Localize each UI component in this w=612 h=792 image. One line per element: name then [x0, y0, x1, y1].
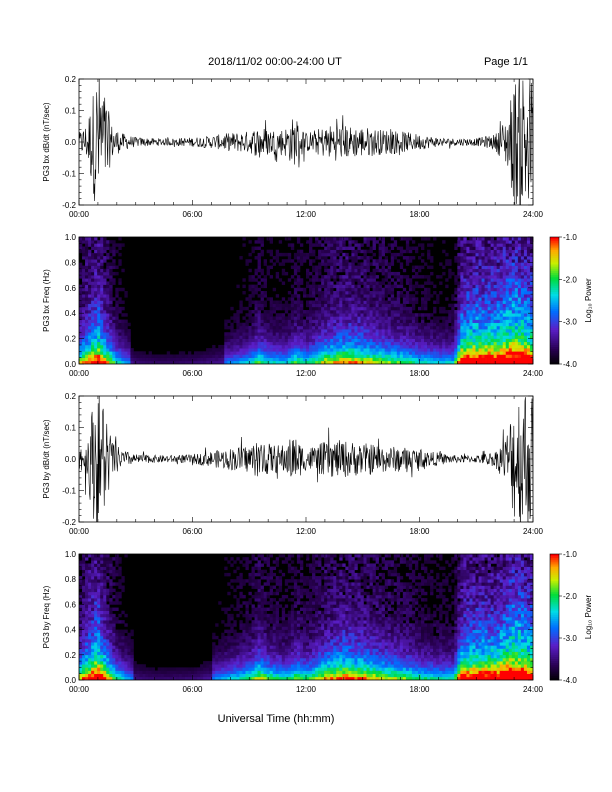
page-number: Page 1/1	[484, 56, 528, 68]
x-tick-label: 12:00	[296, 369, 317, 378]
heatmap-cells	[79, 237, 533, 364]
panel-3: 00:00 06:00 12:00 18:00 24:00 -0.2 -0.1 0.0 0.1 0…	[42, 392, 544, 536]
x-tick-label: 00:00	[69, 527, 90, 536]
waveform	[79, 79, 533, 205]
x-tick-label: 06:00	[182, 527, 203, 536]
x-tick-label: 12:00	[296, 527, 317, 536]
y-tick-label: 0.8	[65, 575, 77, 584]
x-tick-label: 00:00	[69, 369, 90, 378]
colorbar-tick-label: -2.0	[563, 592, 577, 601]
y-tick-label: 0.2	[65, 651, 77, 660]
y-tick-label: 0.0	[65, 360, 77, 369]
colorbar: -1.0 -2.0 -3.0 -4.0 Log₁₀ Power	[549, 233, 593, 369]
panel-2: -1.0 -2.0 -3.0 -4.0 Log₁₀ Power 00:00 06:00 12:…	[42, 233, 593, 378]
x-tick-label: 24:00	[523, 527, 544, 536]
y-tick-label: 0.0	[65, 676, 77, 685]
x-tick-label: 12:00	[296, 685, 317, 694]
x-tick-label: 18:00	[409, 210, 430, 219]
x-tick-label: 06:00	[182, 210, 203, 219]
y-tick-label: 0.8	[65, 258, 77, 267]
x-tick-label: 06:00	[182, 685, 203, 694]
y-tick-label: -0.2	[62, 201, 76, 210]
panel-1: 00:00 06:00 12:00 18:00 24:00 -0.2 -0.1 0.0 0.1 0…	[42, 75, 544, 219]
x-axis-label: Universal Time (hh:mm)	[218, 713, 335, 725]
y-tick-label: 0.2	[65, 335, 77, 344]
y-tick-label: 1.0	[65, 233, 77, 242]
x-tick-label: 18:00	[409, 527, 430, 536]
y-tick-label: 0.2	[65, 75, 77, 84]
waveform	[79, 396, 533, 522]
y-tick-label: -0.1	[62, 487, 76, 496]
x-tick-label: 24:00	[523, 210, 544, 219]
colorbar: -1.0 -2.0 -3.0 -4.0 Log₁₀ Power	[549, 550, 593, 685]
heatmap-cells	[79, 554, 533, 680]
x-tick-label: 00:00	[69, 685, 90, 694]
colorbar-tick-label: -2.0	[563, 275, 577, 284]
colorbar-frame	[549, 236, 560, 365]
colorbar-tick-label: -4.0	[563, 360, 577, 369]
x-tick-label: 24:00	[523, 685, 544, 694]
colorbar-tick-label: -1.0	[563, 233, 577, 242]
panels: 00:00 06:00 12:00 18:00 24:00 -0.2 -0.1 0.0 0.1 0…	[42, 75, 593, 694]
plot-frame	[78, 395, 534, 523]
figure-title: 2018/11/02 00:00-24:00 UT	[208, 56, 342, 68]
x-tick-label: 12:00	[296, 210, 317, 219]
y-tick-label: 1.0	[65, 550, 77, 559]
x-tick-label: 06:00	[182, 369, 203, 378]
y-tick-label: 0.1	[65, 424, 77, 433]
y-tick-label: 0.0	[65, 138, 77, 147]
colorbar-frame	[549, 553, 560, 681]
y-tick-label: 0.2	[65, 392, 77, 401]
x-tick-label: 18:00	[409, 685, 430, 694]
colorbar-tick-label: -3.0	[563, 318, 577, 327]
series-line	[79, 396, 533, 522]
y-tick-label: -0.1	[62, 170, 76, 179]
y-tick-label: 0.6	[65, 284, 77, 293]
y-tick-label: 0.4	[65, 626, 77, 635]
x-tick-label: 24:00	[523, 369, 544, 378]
colorbar-label: Log₁₀ Power	[584, 595, 593, 640]
y-tick-label: 0.0	[65, 455, 77, 464]
colorbar-tick-label: -1.0	[563, 550, 577, 559]
colorbar-tick-label: -4.0	[563, 676, 577, 685]
y-tick-label: -0.2	[62, 518, 76, 527]
colorbar-label: Log₁₀ Power	[584, 278, 593, 323]
y-tick-label: 0.4	[65, 309, 77, 318]
series-line	[79, 79, 533, 205]
panel-4: -1.0 -2.0 -3.0 -4.0 Log₁₀ Power 00:00 06:00 12:…	[42, 550, 593, 694]
x-tick-label: 18:00	[409, 369, 430, 378]
y-tick-label: 0.6	[65, 600, 77, 609]
y-axis-label: PG3 by Freq (Hz)	[42, 585, 51, 648]
x-tick-label: 00:00	[69, 210, 90, 219]
y-tick-label: 0.1	[65, 107, 77, 116]
y-axis-label: PG3 bx Freq (Hz)	[42, 269, 51, 332]
colorbar-tick-label: -3.0	[563, 634, 577, 643]
y-axis-label: PG3 by dB/dt (nT/sec)	[42, 419, 51, 498]
y-axis-label: PG3 bx dB/dt (nT/sec)	[42, 102, 51, 181]
